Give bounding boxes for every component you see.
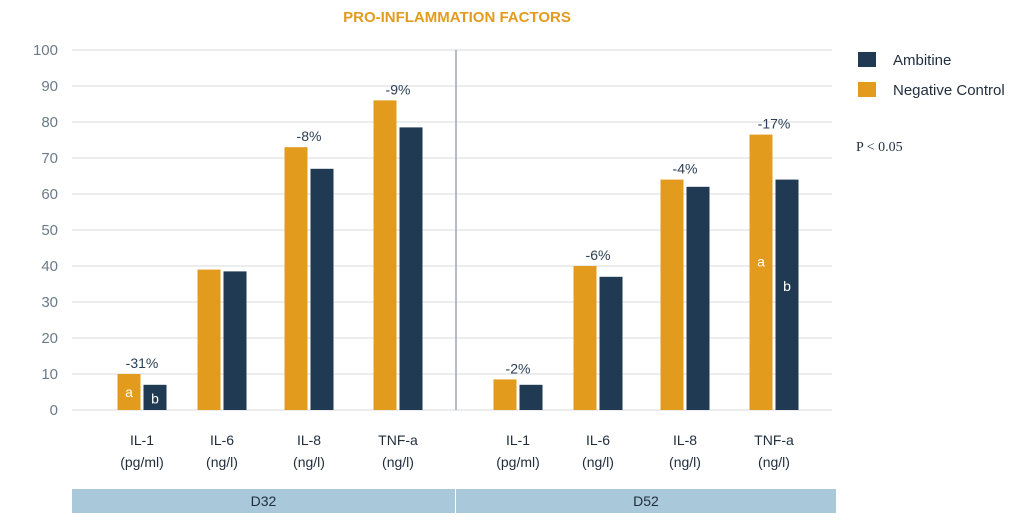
bar-negative-control <box>660 179 684 410</box>
category-unit-label: (pg/ml) <box>496 454 540 470</box>
category-label: IL-8 <box>297 432 321 448</box>
significance-letter: b <box>783 278 791 294</box>
y-tick-label: 20 <box>41 330 58 347</box>
change-label: -2% <box>506 360 531 376</box>
y-tick-label: 40 <box>41 258 58 275</box>
change-label: -6% <box>586 247 611 263</box>
y-tick-label: 100 <box>33 42 58 59</box>
y-tick-label: 0 <box>50 402 58 419</box>
bar-ambitine <box>599 276 623 410</box>
y-tick-label: 60 <box>41 186 58 203</box>
significance-letter: a <box>125 384 133 400</box>
significance-note: P < 0.05 <box>856 140 903 155</box>
change-label: -31% <box>126 355 159 371</box>
bar-ambitine <box>310 168 334 410</box>
bar-ambitine <box>399 127 423 411</box>
bars <box>117 100 799 411</box>
bar-ambitine <box>775 179 799 410</box>
group-label: D32 <box>251 493 277 509</box>
legend: Ambitine Negative Control <box>858 52 1005 99</box>
category-label: TNF-a <box>378 432 418 448</box>
y-tick-label: 70 <box>41 150 58 167</box>
category-label: IL-1 <box>130 432 154 448</box>
bar-ambitine <box>686 186 710 410</box>
change-label: -9% <box>386 81 411 97</box>
y-tick-label: 50 <box>41 222 58 239</box>
category-label: IL-6 <box>586 432 610 448</box>
category-unit-label: (ng/l) <box>293 454 325 470</box>
bar-negative-control <box>493 379 517 410</box>
bar-ambitine <box>519 384 543 410</box>
group-band <box>456 489 836 513</box>
bar-ambitine <box>223 271 247 410</box>
legend-swatch-ambitine <box>858 52 876 67</box>
bar-negative-control <box>573 266 597 410</box>
category-unit-label: (pg/ml) <box>120 454 164 470</box>
y-tick-label: 90 <box>41 78 58 95</box>
significance-letter: a <box>757 253 765 269</box>
y-tick-label: 10 <box>41 366 58 383</box>
bar-ambitine <box>143 384 167 410</box>
significance-letter: b <box>151 390 159 406</box>
data-labels: -31% a b -8% -9% -2% -6% -4% -17% a b <box>125 81 791 406</box>
category-label: TNF-a <box>754 432 794 448</box>
y-axis-ticks: 0 10 20 30 40 50 60 70 80 90 100 <box>33 42 58 419</box>
bar-negative-control <box>284 147 308 410</box>
bar-negative-control <box>749 134 773 410</box>
bar-negative-control <box>373 100 397 411</box>
chart-title: PRO-INFLAMMATION FACTORS <box>343 9 571 26</box>
y-tick-label: 80 <box>41 114 58 131</box>
category-unit-label: (ng/l) <box>758 454 790 470</box>
group-band <box>72 489 455 513</box>
legend-label-ambitine: Ambitine <box>893 52 951 69</box>
x-axis-categories: IL-1 (pg/ml) IL-6 (ng/l) IL-8 (ng/l) TNF-a (ng/… <box>120 432 794 470</box>
bar-negative-control <box>117 374 141 410</box>
group-label: D52 <box>633 493 659 509</box>
change-label: -17% <box>758 116 791 132</box>
category-unit-label: (ng/l) <box>382 454 414 470</box>
category-label: IL-8 <box>673 432 697 448</box>
change-label: -4% <box>673 161 698 177</box>
group-bands: D32 D52 <box>72 489 836 513</box>
category-label: IL-6 <box>210 432 234 448</box>
category-unit-label: (ng/l) <box>669 454 701 470</box>
category-unit-label: (ng/l) <box>206 454 238 470</box>
category-unit-label: (ng/l) <box>582 454 614 470</box>
legend-swatch-negative-control <box>858 82 876 97</box>
category-label: IL-1 <box>506 432 530 448</box>
y-tick-label: 30 <box>41 294 58 311</box>
change-label: -8% <box>297 128 322 144</box>
gridlines <box>72 49 832 411</box>
bar-negative-control <box>197 269 221 410</box>
legend-label-negative-control: Negative Control <box>893 82 1005 99</box>
